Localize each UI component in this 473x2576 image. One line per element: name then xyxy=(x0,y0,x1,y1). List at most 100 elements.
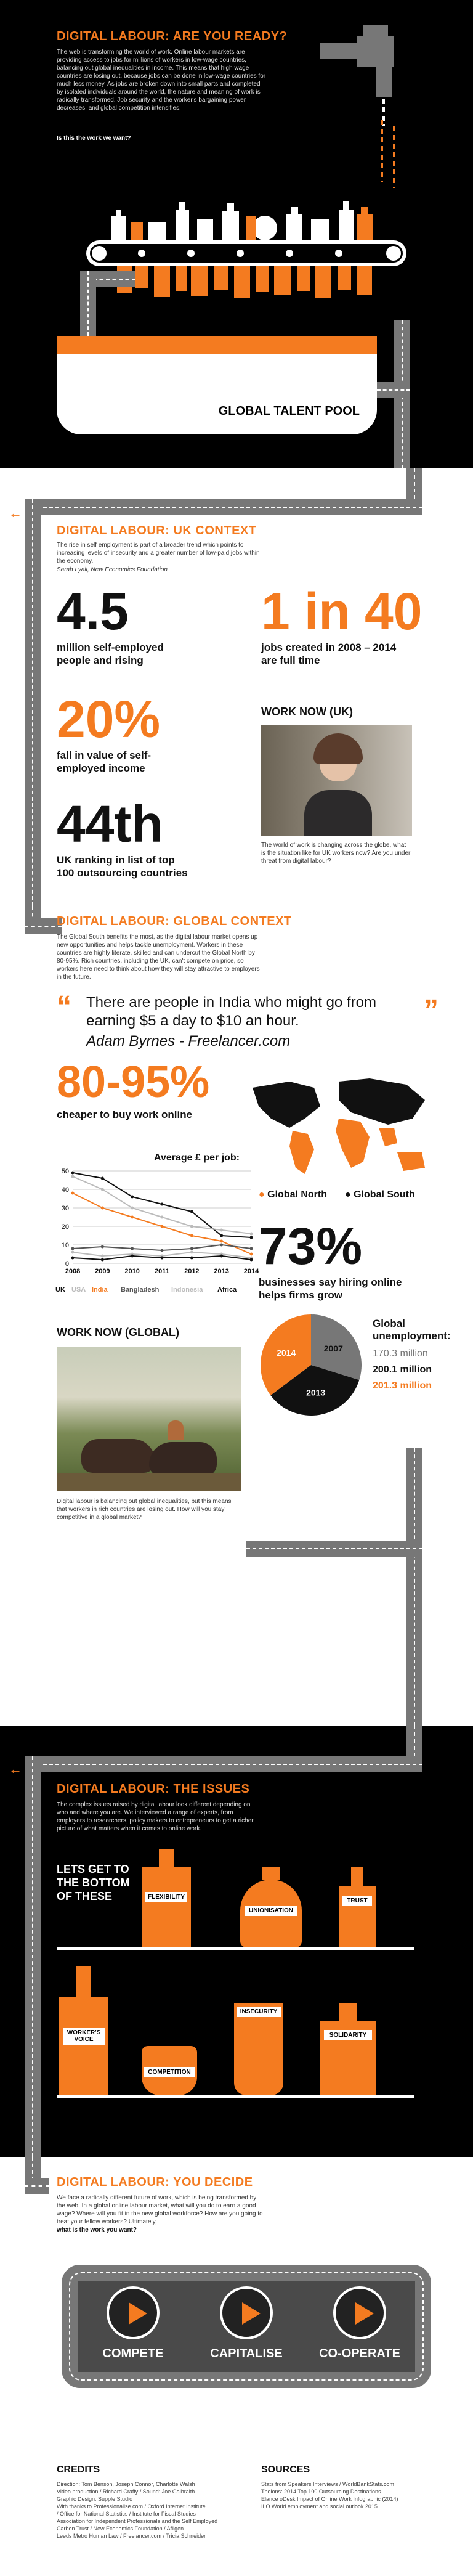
hero-title: DIGITAL LABOUR: ARE YOU READY? xyxy=(57,30,288,43)
bottle-neck xyxy=(262,1867,280,1880)
uk-quote-source: Sarah Lyall, New Economics Foundation xyxy=(57,566,168,573)
uk-stat1-label: million self-employed people and rising xyxy=(57,642,164,666)
data-point xyxy=(100,1258,104,1262)
y-tick-label: 50 xyxy=(62,1168,69,1175)
close-quote-icon: ” xyxy=(424,994,439,1027)
credits-line: Leeds Metro Human Law / Freelancer.com /… xyxy=(57,2533,206,2539)
data-point xyxy=(71,1247,75,1250)
pipe xyxy=(25,499,422,515)
issues-heading: LETS GET TO THE BOTTOM OF THESE xyxy=(57,1863,130,1902)
buffalo-left xyxy=(81,1439,155,1473)
play-button-icon[interactable] xyxy=(220,2286,273,2339)
issues-section: ← DIGITAL LABOUR: THE ISSUES The complex… xyxy=(0,1726,473,2157)
data-point xyxy=(131,1247,134,1250)
muddy-field xyxy=(57,1473,241,1491)
bottle-neck xyxy=(76,1966,91,1997)
play-triangle xyxy=(129,2302,147,2325)
data-point xyxy=(131,1195,134,1199)
option-label: CO-OPERATE xyxy=(319,2347,400,2360)
world-map-icon xyxy=(253,1078,425,1174)
sources-title: SOURCES xyxy=(261,2464,310,2475)
data-point xyxy=(71,1191,75,1195)
bottle-body xyxy=(339,1886,376,1947)
uk-work-now-title: WORK NOW (UK) xyxy=(261,706,353,718)
bottle-solidarity[interactable]: SOLIDARITY xyxy=(320,2003,376,2095)
option-compete[interactable]: COMPETE xyxy=(90,2286,176,2361)
global-work-now-text: Digital labour is balancing out global i… xyxy=(57,1498,232,1521)
uk-title: DIGITAL LABOUR: UK CONTEXT xyxy=(57,524,257,537)
data-point xyxy=(220,1243,224,1247)
option-cooperate[interactable]: CO-OPERATE xyxy=(317,2286,403,2361)
data-point xyxy=(220,1234,224,1237)
open-quote-icon: “ xyxy=(57,990,71,1023)
legend-entry: Indonesia xyxy=(171,1286,203,1294)
bottle-neck xyxy=(159,1849,174,1867)
unemployment-2013: 200.1 million xyxy=(373,1364,432,1375)
legend-north-dot: ● xyxy=(259,1189,265,1200)
pipe xyxy=(80,271,96,336)
x-tick-label: 2013 xyxy=(214,1268,228,1275)
legend-entry: Bangladesh xyxy=(121,1286,160,1294)
bottle-workers-voice[interactable]: WORKER'S VOICE xyxy=(59,1966,108,2095)
shelf-2 xyxy=(57,2095,414,2098)
data-point xyxy=(249,1252,253,1256)
data-point xyxy=(131,1254,134,1258)
talent-pool: GLOBAL TALENT POOL xyxy=(57,336,377,434)
data-point xyxy=(190,1250,193,1254)
legend-north: ● Global North xyxy=(259,1189,327,1200)
unemployment-2014: 201.3 million xyxy=(373,1380,432,1391)
bottle-insecurity[interactable]: INSECURITY xyxy=(234,2003,283,2095)
x-tick-label: 2008 xyxy=(65,1268,80,1275)
credits-title: CREDITS xyxy=(57,2464,100,2475)
bottle-competition[interactable]: COMPETITION xyxy=(142,2046,197,2095)
global-video-thumbnail[interactable] xyxy=(57,1347,241,1491)
bottle-unionisation[interactable]: UNIONISATION xyxy=(240,1867,302,1947)
option-capitalise[interactable]: CAPITALISE xyxy=(203,2286,289,2361)
hero-question: Is this the work we want? xyxy=(57,135,131,142)
play-button-icon[interactable] xyxy=(107,2286,160,2339)
pipe xyxy=(377,382,410,398)
bottle-label: UNIONISATION xyxy=(245,1906,297,1916)
uk-video-thumbnail[interactable] xyxy=(261,725,412,836)
data-point xyxy=(160,1249,164,1252)
pipe xyxy=(25,1756,422,1772)
legend-entry: India xyxy=(92,1286,108,1294)
play-triangle xyxy=(242,2302,261,2325)
decide-question: what is the work you want? xyxy=(57,2227,137,2233)
unemployment-pie-chart: 2007 2013 2014 xyxy=(261,1314,362,1416)
data-point xyxy=(190,1234,193,1237)
legend-south-dot: ● xyxy=(345,1189,351,1200)
global-stat1-label: cheaper to buy work online xyxy=(57,1109,193,1120)
y-tick-label: 20 xyxy=(62,1223,69,1231)
bottle-label: SOLIDARITY xyxy=(324,2030,372,2040)
option-label: COMPETE xyxy=(102,2347,164,2360)
data-point xyxy=(190,1225,193,1228)
data-point xyxy=(190,1210,193,1213)
data-point xyxy=(160,1256,164,1260)
data-point xyxy=(249,1258,253,1262)
play-button-icon[interactable] xyxy=(333,2286,386,2339)
sources-line: Elance oDesk Impact of Online Work Infog… xyxy=(261,2496,398,2502)
data-point xyxy=(71,1256,75,1260)
uk-quote: The rise in self employment is part of a… xyxy=(57,542,260,565)
data-point xyxy=(100,1254,104,1258)
global-quote-author: Adam Byrnes - Freelancer.com xyxy=(86,1033,291,1050)
credits-line: Direction: Tom Benson, Joseph Connor, Ch… xyxy=(57,2481,195,2487)
avg-job-line-chart: 0 10 20 30 40 50 2008 2009 2010 2011 2012 2013 2014 U… xyxy=(55,1168,259,1294)
avg-job-chart-title: Average £ per job: xyxy=(154,1152,240,1163)
legend-entry: Africa xyxy=(217,1286,237,1294)
legend-north-label: Global North xyxy=(267,1189,328,1200)
legend-entry: USA xyxy=(71,1286,86,1294)
bottle-body xyxy=(234,2003,283,2095)
x-tick-label: 2014 xyxy=(244,1268,259,1275)
y-tick-label: 40 xyxy=(62,1186,69,1194)
global-section: DIGITAL LABOUR: GLOBAL CONTEXT The Globa… xyxy=(0,906,473,1726)
pipe xyxy=(25,2178,49,2194)
y-tick-label: 10 xyxy=(62,1242,69,1249)
bottle-trust[interactable]: TRUST xyxy=(339,1867,376,1947)
pipe xyxy=(406,1726,422,1756)
global-stat2-number: 73% xyxy=(259,1217,363,1275)
bottle-flexibility[interactable]: FLEXIBILITY xyxy=(142,1849,191,1947)
pipe xyxy=(406,1448,422,1726)
issues-intro: The complex issues raised by digital lab… xyxy=(57,1801,254,1832)
